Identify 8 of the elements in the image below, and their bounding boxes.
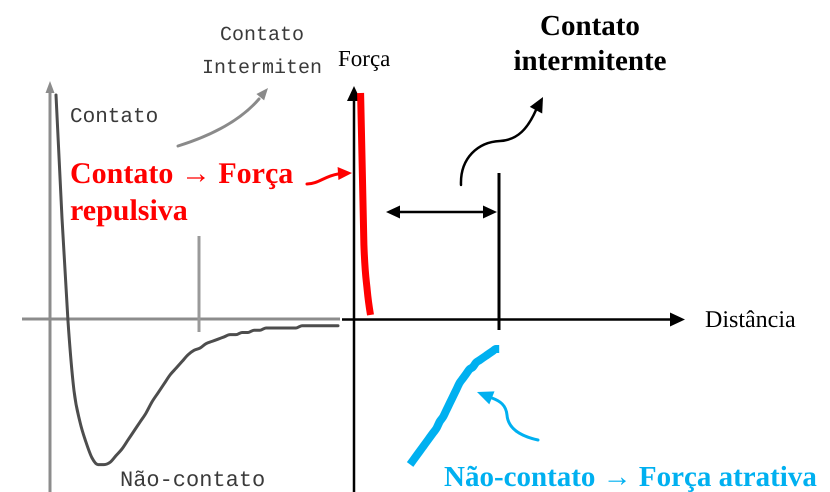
x-axis-title: Distância <box>705 307 796 333</box>
series-label: Não-contato → Força atrativa <box>444 461 818 492</box>
text: Contato intermitente <box>514 10 667 77</box>
text: Contato Intermiten <box>202 24 322 80</box>
annotation: Contato <box>70 106 158 129</box>
legend-label: Contato → Força repulsiva <box>70 157 294 227</box>
text: Não-contato <box>120 468 266 492</box>
y-axis-title: Força <box>338 46 390 71</box>
